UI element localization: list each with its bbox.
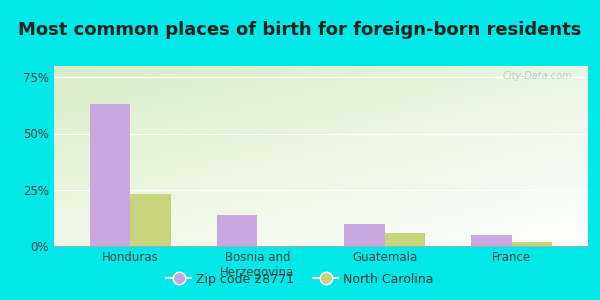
Bar	[385, 232, 425, 246]
Legend: Zip code 28771, North Carolina: Zip code 28771, North Carolina	[161, 268, 439, 291]
Bar	[344, 224, 385, 246]
Bar	[89, 104, 130, 246]
Text: City-Data.com: City-Data.com	[502, 71, 572, 81]
Bar	[512, 242, 553, 246]
Bar	[471, 235, 512, 246]
Text: Most common places of birth for foreign-born residents: Most common places of birth for foreign-…	[19, 21, 581, 39]
Bar	[217, 214, 257, 246]
Bar	[130, 194, 171, 246]
